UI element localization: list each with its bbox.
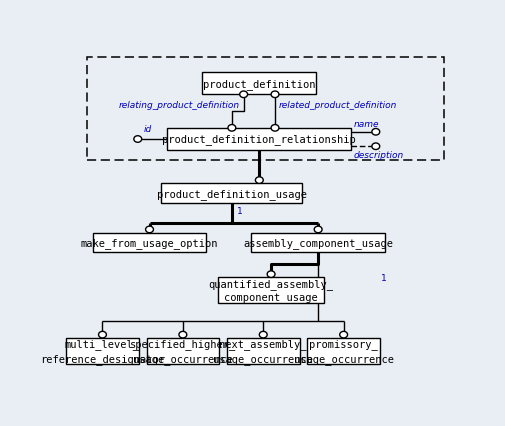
- Circle shape: [259, 331, 267, 338]
- Bar: [227, 338, 299, 364]
- Bar: [66, 338, 138, 364]
- Bar: [202, 73, 316, 95]
- Bar: [87, 58, 443, 161]
- Bar: [161, 184, 302, 204]
- Text: product_definition_usage: product_definition_usage: [157, 188, 306, 199]
- Bar: [218, 278, 323, 303]
- Text: specified_higher_
usage_occurrence: specified_higher_ usage_occurrence: [129, 339, 235, 364]
- Circle shape: [271, 92, 278, 98]
- Bar: [92, 233, 206, 253]
- Text: name: name: [352, 120, 378, 129]
- Circle shape: [371, 129, 379, 136]
- Text: product_definition: product_definition: [203, 78, 315, 89]
- Text: description: description: [352, 150, 403, 159]
- Text: make_from_usage_option: make_from_usage_option: [81, 238, 218, 248]
- Circle shape: [255, 177, 263, 184]
- Circle shape: [98, 331, 106, 338]
- Circle shape: [227, 125, 235, 132]
- Bar: [307, 338, 379, 364]
- Circle shape: [314, 227, 322, 233]
- Circle shape: [267, 271, 275, 278]
- Circle shape: [239, 92, 247, 98]
- Text: assembly_component_usage: assembly_component_usage: [243, 238, 392, 248]
- Text: multi_level_
reference_designator: multi_level_ reference_designator: [40, 339, 165, 364]
- Circle shape: [339, 331, 347, 338]
- Bar: [251, 233, 384, 253]
- Circle shape: [271, 125, 278, 132]
- Text: 1: 1: [380, 273, 386, 282]
- Circle shape: [371, 144, 379, 150]
- Bar: [167, 129, 351, 151]
- Circle shape: [145, 227, 153, 233]
- Circle shape: [179, 331, 186, 338]
- Text: product_definition_relationship: product_definition_relationship: [162, 134, 356, 145]
- Text: next_assembly_
usage_occurrence: next_assembly_ usage_occurrence: [213, 339, 313, 364]
- Text: id: id: [143, 125, 152, 134]
- Text: quantified_assembly_
component_usage: quantified_assembly_ component_usage: [208, 278, 333, 303]
- Text: related_product_definition: related_product_definition: [278, 101, 396, 110]
- Circle shape: [133, 136, 141, 143]
- Text: promissory_
usage_occurrence: promissory_ usage_occurrence: [293, 339, 393, 364]
- Text: relating_product_definition: relating_product_definition: [118, 101, 239, 110]
- Bar: [146, 338, 219, 364]
- Text: 1: 1: [236, 207, 242, 216]
